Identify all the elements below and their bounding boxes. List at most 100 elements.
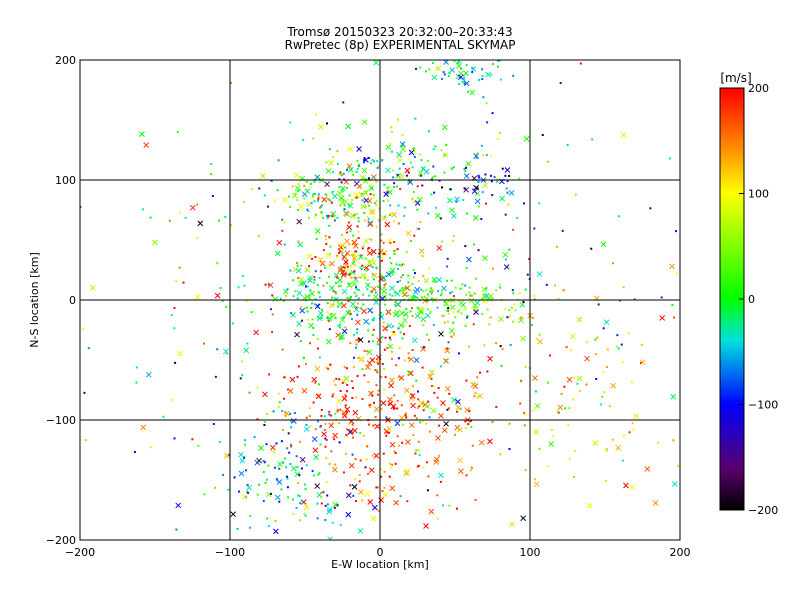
data-point-dot bbox=[332, 156, 335, 159]
data-point-dot bbox=[390, 466, 393, 469]
data-point-cross bbox=[314, 365, 321, 372]
data-point-cross bbox=[312, 447, 319, 454]
data-point-dot bbox=[325, 457, 328, 460]
data-point-cross bbox=[401, 291, 408, 298]
data-point-dot bbox=[355, 331, 358, 334]
data-point-dot bbox=[346, 168, 349, 171]
data-point-dot bbox=[352, 173, 355, 176]
data-point-cross bbox=[315, 393, 322, 400]
data-point-dot bbox=[289, 121, 292, 124]
data-point-dot bbox=[338, 378, 341, 381]
data-point-dot bbox=[440, 294, 443, 297]
data-point-cross bbox=[314, 174, 321, 181]
data-point-cross bbox=[295, 267, 302, 274]
data-point-dot bbox=[396, 435, 399, 438]
data-point-cross bbox=[518, 317, 524, 324]
data-point-cross bbox=[243, 347, 250, 354]
data-point-cross bbox=[487, 438, 493, 445]
data-point-dot bbox=[676, 464, 679, 467]
data-point-dot bbox=[443, 300, 446, 303]
data-point-cross bbox=[352, 243, 359, 249]
data-point-dot bbox=[263, 461, 266, 464]
data-point-dot bbox=[304, 285, 307, 288]
data-point-dot bbox=[383, 183, 386, 186]
data-point-dot bbox=[421, 255, 424, 258]
data-point-cross bbox=[344, 250, 351, 257]
data-point-cross bbox=[422, 297, 428, 304]
data-point-cross bbox=[457, 426, 463, 433]
data-point-dot bbox=[314, 213, 317, 216]
data-point-dot bbox=[318, 356, 321, 359]
data-point-dot bbox=[299, 340, 302, 343]
data-point-dot bbox=[402, 163, 405, 166]
data-point-dot bbox=[476, 376, 479, 379]
data-point-dot bbox=[203, 342, 206, 345]
data-point-dot bbox=[248, 391, 251, 394]
data-point-dot bbox=[349, 484, 352, 487]
data-point-dot bbox=[383, 286, 386, 289]
data-point-dot bbox=[332, 393, 335, 396]
data-point-dot bbox=[501, 167, 504, 170]
data-point-dot bbox=[372, 424, 375, 427]
data-point-dot bbox=[605, 448, 608, 451]
data-point-dot bbox=[281, 348, 284, 351]
data-point-dot bbox=[409, 310, 412, 313]
data-point-dot bbox=[392, 330, 395, 333]
data-point-dot bbox=[463, 76, 466, 79]
data-point-dot bbox=[272, 410, 275, 413]
data-point-dot bbox=[349, 230, 352, 233]
data-point-cross bbox=[356, 146, 362, 152]
data-point-dot bbox=[396, 248, 399, 251]
data-point-cross bbox=[454, 196, 460, 203]
data-point-dot bbox=[397, 327, 400, 330]
data-point-dot bbox=[566, 143, 569, 146]
data-point-dot bbox=[294, 192, 297, 195]
data-point-dot bbox=[463, 167, 466, 170]
data-point-cross bbox=[384, 221, 391, 228]
data-point-cross bbox=[389, 377, 395, 384]
data-point-dot bbox=[372, 175, 375, 178]
data-point-dot bbox=[270, 450, 273, 453]
data-point-dot bbox=[357, 237, 360, 240]
data-point-dot bbox=[449, 188, 452, 191]
data-point-dot bbox=[499, 131, 502, 134]
data-point-dot bbox=[504, 174, 507, 177]
data-point-dot bbox=[266, 517, 269, 520]
data-point-dot bbox=[320, 408, 323, 411]
data-point-dot bbox=[630, 381, 633, 384]
data-point-dot bbox=[317, 197, 320, 200]
data-point-dot bbox=[606, 348, 609, 351]
data-point-dot bbox=[338, 422, 341, 425]
data-point-dot bbox=[270, 179, 273, 182]
data-point-cross bbox=[336, 301, 343, 308]
data-point-dot bbox=[509, 315, 512, 318]
data-point-cross bbox=[644, 466, 651, 472]
data-point-dot bbox=[358, 288, 361, 291]
data-point-dot bbox=[511, 320, 514, 323]
data-point-cross bbox=[458, 300, 465, 307]
data-point-dot bbox=[362, 303, 365, 306]
colorbar-label: [m/s] bbox=[720, 71, 751, 85]
data-point-dot bbox=[446, 408, 449, 411]
data-point-dot bbox=[403, 287, 406, 290]
data-point-dot bbox=[479, 371, 482, 374]
data-point-cross bbox=[478, 439, 485, 446]
data-point-dot bbox=[323, 415, 326, 418]
data-point-dot bbox=[465, 212, 468, 215]
data-point-cross bbox=[381, 288, 388, 295]
data-point-dot bbox=[280, 488, 283, 491]
data-point-dot bbox=[486, 121, 489, 124]
data-point-dot bbox=[414, 117, 417, 120]
data-point-cross bbox=[508, 190, 515, 196]
data-point-dot bbox=[338, 285, 341, 288]
data-point-cross bbox=[389, 285, 395, 292]
data-point-dot bbox=[482, 154, 485, 157]
data-point-dot bbox=[627, 332, 630, 335]
data-point-dot bbox=[227, 488, 230, 491]
data-point-dot bbox=[602, 371, 605, 374]
data-point-cross bbox=[360, 203, 367, 210]
data-point-dot bbox=[554, 284, 557, 287]
data-point-dot bbox=[435, 206, 438, 209]
data-point-dot bbox=[242, 456, 245, 459]
data-point-cross bbox=[290, 465, 297, 472]
